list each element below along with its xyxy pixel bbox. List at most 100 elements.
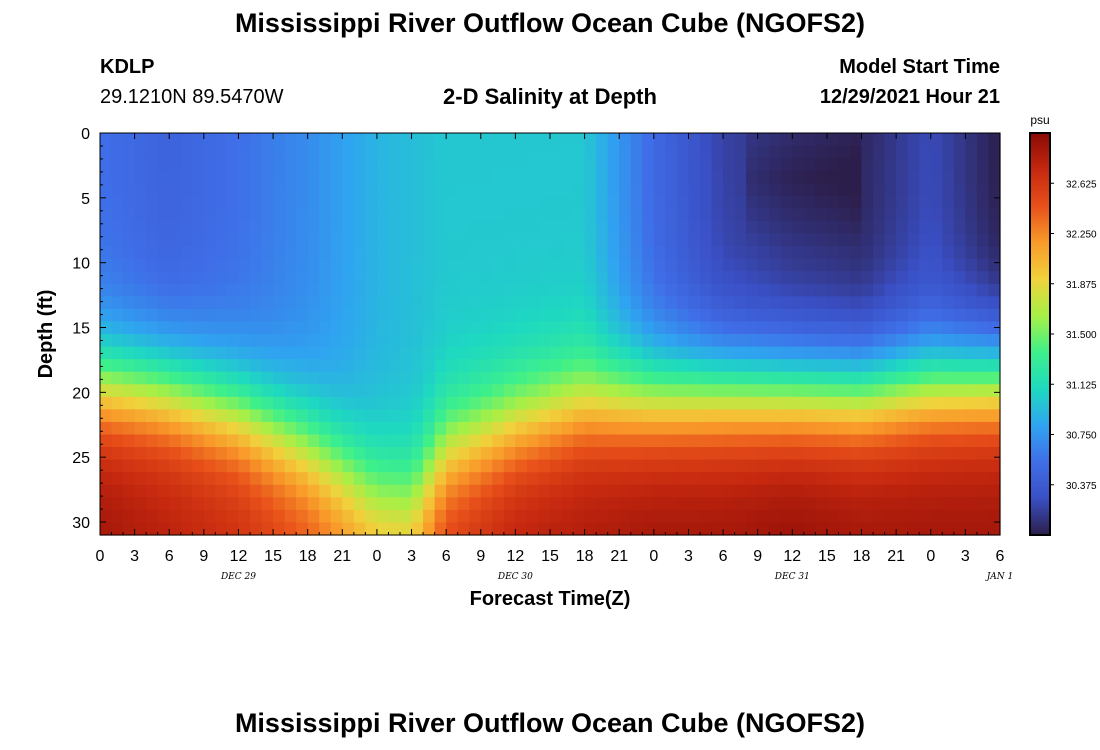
heatmap-cell xyxy=(607,195,620,209)
heatmap-cell xyxy=(711,472,724,486)
heatmap-cell xyxy=(653,346,666,360)
heatmap-cell xyxy=(873,359,886,373)
heatmap-cell xyxy=(457,359,470,373)
heatmap-cell xyxy=(446,220,459,235)
heatmap-cell xyxy=(930,233,943,247)
heatmap-cell xyxy=(826,472,840,486)
heatmap-cell xyxy=(826,183,840,197)
heatmap-cell xyxy=(838,321,851,335)
heatmap-cell xyxy=(780,170,793,184)
heatmap-cell xyxy=(815,246,828,260)
heatmap-cell xyxy=(919,183,932,197)
heatmap-cell xyxy=(526,308,540,323)
heatmap-cell xyxy=(873,271,886,285)
heatmap-cell xyxy=(538,447,551,461)
heatmap-cell xyxy=(503,321,516,335)
heatmap-cell xyxy=(850,484,863,498)
heatmap-cell xyxy=(688,447,701,461)
heatmap-cell xyxy=(653,246,666,260)
heatmap-cell xyxy=(388,334,401,348)
heatmap-cell xyxy=(988,233,1001,247)
heatmap-cell xyxy=(561,271,574,285)
heatmap-cell xyxy=(838,447,851,461)
heatmap-cell xyxy=(376,384,390,398)
heatmap-cell xyxy=(965,396,978,410)
heatmap-cell xyxy=(907,472,920,486)
heatmap-cell xyxy=(330,472,343,486)
heatmap-cell xyxy=(261,258,274,272)
heatmap-cell xyxy=(815,308,828,323)
heatmap-cell xyxy=(596,296,609,310)
heatmap-cell xyxy=(988,396,1001,410)
heatmap-cell xyxy=(503,409,516,423)
heatmap-cell xyxy=(953,296,966,310)
heatmap-cell xyxy=(896,271,909,285)
heatmap-cell xyxy=(850,296,863,310)
heatmap-cell xyxy=(123,158,136,172)
heatmap-cell xyxy=(273,258,286,272)
colorbar-tick-label: 32.250 xyxy=(1066,230,1097,241)
heatmap-cell xyxy=(538,459,551,473)
heatmap-cell xyxy=(896,421,909,436)
heatmap-cell xyxy=(792,396,805,410)
heatmap-cell xyxy=(203,271,216,285)
heatmap-cell xyxy=(792,447,805,461)
heatmap-cell xyxy=(850,133,863,147)
heatmap-cell xyxy=(538,509,551,524)
heatmap-cell xyxy=(365,145,378,159)
colorbar-tick-label: 31.875 xyxy=(1066,280,1097,291)
heatmap-cell xyxy=(642,283,655,297)
heatmap-cell xyxy=(619,409,632,423)
heatmap-cell xyxy=(296,497,309,511)
heatmap-cell xyxy=(492,220,505,235)
heatmap-cell xyxy=(584,522,597,536)
heatmap-cell xyxy=(619,233,632,247)
heatmap-cell xyxy=(792,220,805,235)
heatmap-cell xyxy=(192,158,205,172)
heatmap-cell xyxy=(642,509,655,524)
heatmap-cell xyxy=(665,384,678,398)
heatmap-cell xyxy=(146,359,159,373)
heatmap-cell xyxy=(815,497,828,511)
heatmap-cell xyxy=(884,195,897,209)
heatmap-cell xyxy=(769,522,782,536)
heatmap-cell xyxy=(215,321,228,335)
heatmap-cell xyxy=(388,195,401,209)
heatmap-cell xyxy=(838,145,851,159)
heatmap-cell xyxy=(192,321,205,335)
heatmap-cell xyxy=(723,371,736,385)
heatmap-cell xyxy=(584,384,597,398)
heatmap-cell xyxy=(503,208,516,222)
heatmap-cell xyxy=(976,133,990,147)
heatmap-cell xyxy=(734,359,747,373)
heatmap-cell xyxy=(469,409,482,423)
heatmap-cell xyxy=(526,396,540,410)
heatmap-cell xyxy=(469,334,482,348)
heatmap-cell xyxy=(526,346,540,360)
heatmap-cell xyxy=(342,170,355,184)
heatmap-cell xyxy=(619,472,632,486)
heatmap-cell xyxy=(665,296,678,310)
heatmap-cell xyxy=(250,258,263,272)
heatmap-cell xyxy=(769,334,782,348)
heatmap-cell xyxy=(884,447,897,461)
heatmap-cell xyxy=(688,321,701,335)
heatmap-cell xyxy=(850,434,863,448)
heatmap-cell xyxy=(203,371,216,385)
heatmap-cell xyxy=(157,484,170,498)
heatmap-cell xyxy=(238,145,251,159)
heatmap-cell xyxy=(861,258,874,272)
heatmap-cell xyxy=(826,484,840,498)
heatmap-cell xyxy=(273,145,286,159)
heatmap-cell xyxy=(296,208,309,222)
heatmap-cell xyxy=(653,145,666,159)
colorbar-gradient xyxy=(1029,132,1051,536)
heatmap-cell xyxy=(584,258,597,272)
heatmap-cell xyxy=(884,346,897,360)
heatmap-cell xyxy=(573,472,586,486)
heatmap-cell xyxy=(907,195,920,209)
heatmap-cell xyxy=(538,183,551,197)
heatmap-cell xyxy=(769,183,782,197)
heatmap-cell xyxy=(607,170,620,184)
heatmap-cell xyxy=(723,484,736,498)
